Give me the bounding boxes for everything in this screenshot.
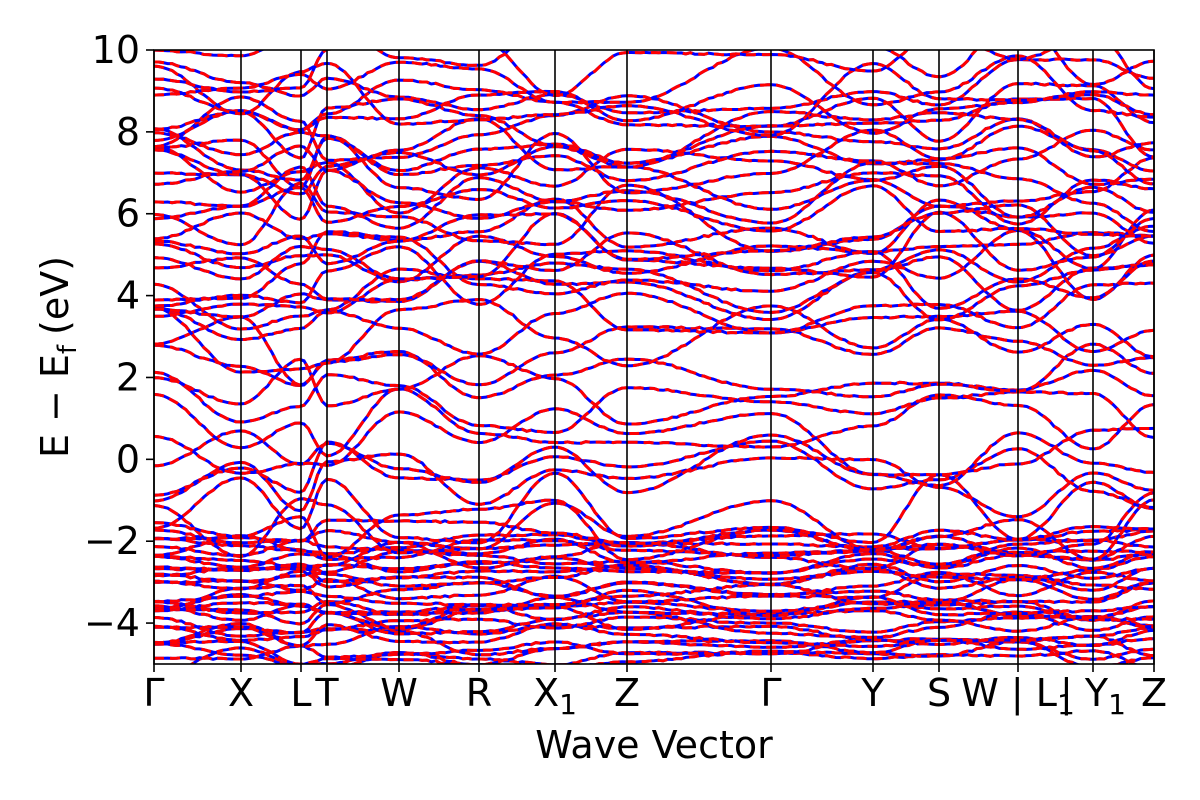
- band-line-red: [154, 160, 1154, 233]
- band-line-red: [154, 471, 1154, 545]
- band-line-red: [154, 534, 1154, 562]
- band-line-red: [154, 109, 1154, 186]
- y-tick-label: 2: [116, 355, 140, 399]
- x-tick-label: S: [927, 671, 951, 715]
- band-line-red: [154, 603, 1154, 633]
- band-line-red: [154, 572, 1154, 604]
- band-line-red: [154, 197, 1154, 271]
- band-line-red: [154, 145, 1154, 219]
- band-line-blue: [154, 452, 1154, 519]
- band-line-red: [154, 224, 1154, 302]
- x-tick-label: W | L1: [961, 671, 1075, 721]
- band-line-red: [154, 231, 1154, 284]
- band-line-red: [154, 622, 1154, 648]
- band-line-red: [154, 128, 1154, 202]
- band-line-red: [154, 614, 1154, 642]
- band-line-red: [154, 569, 1154, 599]
- band-line-red: [154, 245, 1154, 310]
- band-line-red: [154, 491, 1154, 559]
- x-tick-label: L: [290, 671, 311, 715]
- y-axis-ticks: 10 8 6 4 2 0 −2 −4: [84, 28, 154, 645]
- band-line-red: [154, 94, 1154, 163]
- band-line-red: [154, 57, 1154, 115]
- y-tick-label: −2: [84, 519, 140, 563]
- x-tick-label: Y: [860, 671, 885, 715]
- band-line-red: [154, 184, 1154, 238]
- band-line-red: [154, 439, 1154, 509]
- y-tick-label: 8: [116, 110, 140, 154]
- y-tick-label: 6: [116, 192, 140, 236]
- band-line-red: [154, 518, 1154, 549]
- band-line-red: [154, 563, 1154, 592]
- band-line-red: [154, 50, 1154, 119]
- band-line-red: [154, 291, 1154, 356]
- plot-frame: [153, 49, 1155, 665]
- band-line-red: [154, 549, 1154, 575]
- band-line-red: [154, 354, 1154, 426]
- band-line-blue: [154, 429, 1154, 495]
- band-line-red: [154, 599, 1154, 630]
- x-tick-label: Γ: [760, 671, 781, 715]
- y-label-e2: E: [33, 354, 77, 378]
- y-label-dash: −: [33, 390, 77, 422]
- band-line-red: [154, 298, 1154, 374]
- band-line-red: [154, 83, 1154, 142]
- band-line-red: [154, 592, 1154, 620]
- y-label-subscript: f: [53, 344, 83, 354]
- x-tick-label: W: [380, 671, 418, 715]
- y-label-e1: E: [33, 434, 77, 458]
- band-line-blue: [154, 255, 1154, 321]
- x-tick-label: | Y1: [1060, 671, 1126, 721]
- x-tick-label: Z: [1141, 671, 1167, 715]
- band-line-red: [154, 203, 1154, 266]
- y-tick-label: 10: [92, 28, 140, 72]
- x-axis-label: Wave Vector: [535, 723, 773, 767]
- y-tick-label: 0: [116, 437, 140, 481]
- band-line-red: [154, 562, 1154, 587]
- band-line-red: [154, 124, 1154, 182]
- band-line-red: [154, 96, 1154, 165]
- x-tick-label: R: [466, 671, 492, 715]
- band-lines: [154, 50, 1154, 664]
- band-line-red: [154, 61, 1154, 137]
- x-tick-label: Γ: [143, 671, 164, 715]
- band-line-red: [154, 600, 1154, 622]
- x-axis-ticks: Γ X L T W R X1 Z Γ Y S W | L1| Y1 Z: [143, 664, 1167, 721]
- band-line-red: [154, 210, 1154, 281]
- y-label-unit: (eV): [33, 256, 77, 335]
- band-line-red: [154, 588, 1154, 618]
- band-line-red: [154, 315, 1154, 387]
- y-tick-label: −4: [84, 601, 140, 645]
- x-tick-label: X1: [533, 671, 577, 721]
- x-tick-label: X: [228, 671, 254, 715]
- band-line-red: [154, 537, 1154, 566]
- band-line-red: [154, 387, 1154, 458]
- band-line-red: [154, 370, 1154, 439]
- band-line-red: [154, 429, 1154, 495]
- band-line-red: [154, 261, 1154, 322]
- y-axis-label: E − Ef (eV): [33, 256, 83, 458]
- band-line-red: [154, 626, 1154, 657]
- y-tick-label: 4: [116, 274, 140, 318]
- x-tick-label: T: [314, 671, 339, 715]
- band-line-red: [154, 498, 1154, 562]
- band-line-red: [154, 407, 1154, 477]
- x-tick-label: Z: [614, 671, 640, 715]
- band-line-red: [154, 145, 1154, 215]
